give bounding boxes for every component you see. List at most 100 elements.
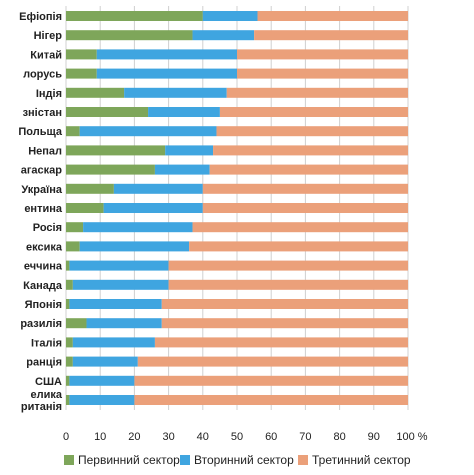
category-label: ентина (24, 203, 63, 215)
category-label: лорусь (23, 69, 62, 81)
bar-segment-series-2-row-5 (219, 107, 408, 117)
bars-group (66, 11, 408, 405)
category-label: еччина (24, 261, 63, 273)
bar-segment-series-0-row-6 (66, 126, 80, 137)
x-tick-label: 50 (231, 431, 243, 443)
category-label: США (35, 376, 62, 388)
bar-segment-series-1-row-11 (83, 222, 193, 233)
legend-label: Третинний сектор (312, 453, 411, 467)
bar-segment-series-2-row-15 (161, 299, 408, 309)
x-tick-labels: 0 10 20 30 40 50 60 70 80 90 100 % (63, 431, 428, 443)
category-label: ранція (26, 357, 62, 369)
bar-segment-series-0-row-11 (66, 222, 84, 233)
category-label: Україна (21, 184, 63, 196)
category-label: разилія (20, 318, 62, 330)
bar-segment-series-1-row-18 (72, 356, 138, 367)
bar-segment-series-0-row-20 (66, 395, 70, 405)
bar-segment-series-1-row-8 (154, 164, 210, 175)
bar-segment-series-0-row-19 (66, 375, 70, 386)
bar-segment-series-2-row-9 (202, 183, 408, 194)
bar-segment-series-2-row-3 (237, 68, 408, 79)
bar-segment-series-2-row-1 (254, 30, 408, 41)
bar-segment-series-1-row-14 (72, 279, 169, 290)
legend-swatch (298, 455, 308, 465)
category-label: Росія (33, 222, 62, 234)
bar-segment-series-0-row-17 (66, 337, 73, 348)
bar-segment-series-0-row-8 (66, 164, 155, 175)
bar-segment-series-2-row-17 (154, 337, 408, 348)
bar-segment-series-2-row-4 (226, 87, 408, 98)
bar-segment-series-2-row-7 (213, 145, 408, 156)
bar-segment-series-0-row-5 (66, 107, 149, 117)
bar-segment-series-0-row-16 (66, 318, 87, 329)
bar-segment-series-2-row-16 (161, 318, 408, 329)
bar-segment-series-1-row-9 (113, 183, 203, 194)
category-label: Канада (23, 280, 63, 292)
x-tick-label: 20 (128, 431, 140, 443)
bar-segment-series-2-row-11 (192, 222, 408, 233)
category-label: Китай (30, 49, 62, 61)
x-tick-label: 100 % (396, 431, 427, 443)
category-label: елика ританія (21, 389, 63, 413)
bar-segment-series-1-row-5 (148, 107, 220, 117)
bar-segment-series-1-row-19 (69, 375, 135, 386)
x-tick-label: 10 (94, 431, 106, 443)
bar-segment-series-0-row-2 (66, 49, 97, 60)
bar-segment-series-0-row-9 (66, 183, 114, 194)
legend-swatch (180, 455, 190, 465)
bar-segment-series-0-row-13 (66, 260, 70, 271)
category-label: Італія (31, 337, 62, 349)
bar-segment-series-2-row-8 (209, 164, 408, 175)
bar-segment-series-0-row-18 (66, 356, 73, 367)
bar-segment-series-0-row-0 (66, 11, 203, 21)
bar-segment-series-1-row-4 (124, 87, 227, 98)
bar-segment-series-1-row-2 (96, 49, 237, 60)
x-tick-label: 80 (333, 431, 345, 443)
bar-segment-series-2-row-12 (189, 241, 408, 252)
bar-segment-series-1-row-10 (103, 203, 203, 213)
bar-segment-series-0-row-7 (66, 145, 166, 156)
bar-segment-series-0-row-4 (66, 87, 125, 98)
bar-segment-series-0-row-12 (66, 241, 80, 252)
category-label: Польща (18, 126, 63, 138)
bar-segment-series-0-row-1 (66, 30, 193, 41)
category-labels: Ефіопія Нігер Китай лорусь Індія зністан Польщ… (18, 11, 63, 413)
bar-segment-series-1-row-0 (202, 11, 258, 21)
bar-segment-series-2-row-2 (237, 49, 408, 60)
legend-swatch (64, 455, 74, 465)
legend-label: Вторинний сектор (194, 453, 294, 467)
category-label: зністан (23, 107, 62, 119)
bar-segment-series-1-row-1 (192, 30, 255, 41)
bar-segment-series-1-row-17 (72, 337, 155, 348)
category-label: Непал (28, 145, 62, 157)
category-label: Японія (25, 299, 62, 311)
x-tick-label: 90 (368, 431, 380, 443)
bar-segment-series-1-row-6 (79, 126, 217, 137)
category-label: Індія (36, 88, 62, 100)
bar-segment-series-2-row-14 (168, 279, 408, 290)
legend-label: Первинний сектор (78, 453, 180, 467)
x-tick-label: 70 (299, 431, 311, 443)
bar-segment-series-2-row-18 (137, 356, 408, 367)
bar-segment-series-2-row-20 (134, 395, 408, 405)
bar-segment-series-1-row-12 (79, 241, 190, 252)
x-tick-label: 0 (63, 431, 69, 443)
bar-segment-series-1-row-20 (69, 395, 135, 405)
x-tick-label: 60 (265, 431, 277, 443)
x-tick-label: 30 (162, 431, 174, 443)
bar-segment-series-0-row-15 (66, 299, 70, 309)
category-label: агаскар (21, 165, 63, 177)
bar-segment-series-2-row-0 (257, 11, 408, 21)
bar-segment-series-1-row-13 (69, 260, 169, 271)
bar-segment-series-1-row-3 (96, 68, 237, 79)
bar-segment-series-0-row-10 (66, 203, 104, 213)
category-label: ексика (26, 241, 63, 253)
bar-segment-series-2-row-19 (134, 375, 408, 386)
category-label: Ефіопія (19, 11, 62, 23)
bar-segment-series-0-row-3 (66, 68, 97, 79)
bar-segment-series-2-row-13 (168, 260, 408, 271)
bar-segment-series-2-row-10 (202, 203, 408, 213)
x-tick-label: 40 (197, 431, 209, 443)
legend: Первинний сектор Вторинний сектор Третинни… (64, 453, 411, 467)
